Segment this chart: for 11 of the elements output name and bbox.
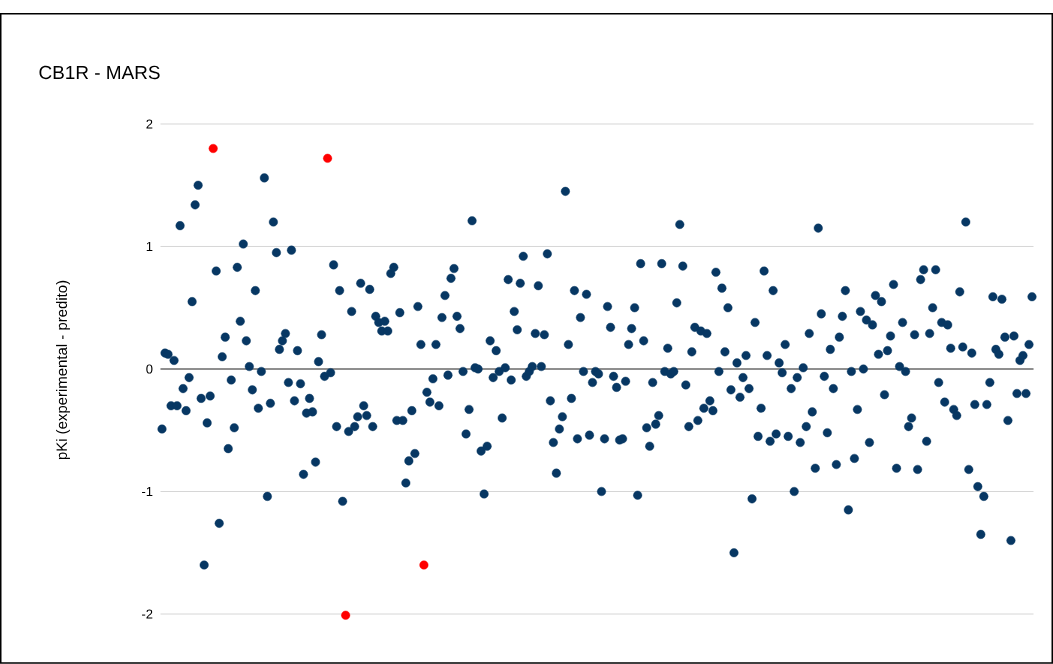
y-axis-title: pKi (experimental - predito) [56, 280, 70, 460]
y-tick-label: 2 [146, 119, 153, 129]
y-tick-label: 0 [146, 364, 153, 374]
point [323, 153, 333, 163]
y-tick-label: -2 [142, 609, 153, 619]
y-tick-label: 1 [146, 242, 153, 251]
y-tick-label: -1 [142, 487, 153, 496]
text: CB1R - MARS [39, 65, 160, 80]
point [208, 144, 218, 153]
point [341, 610, 351, 620]
point [419, 560, 429, 570]
